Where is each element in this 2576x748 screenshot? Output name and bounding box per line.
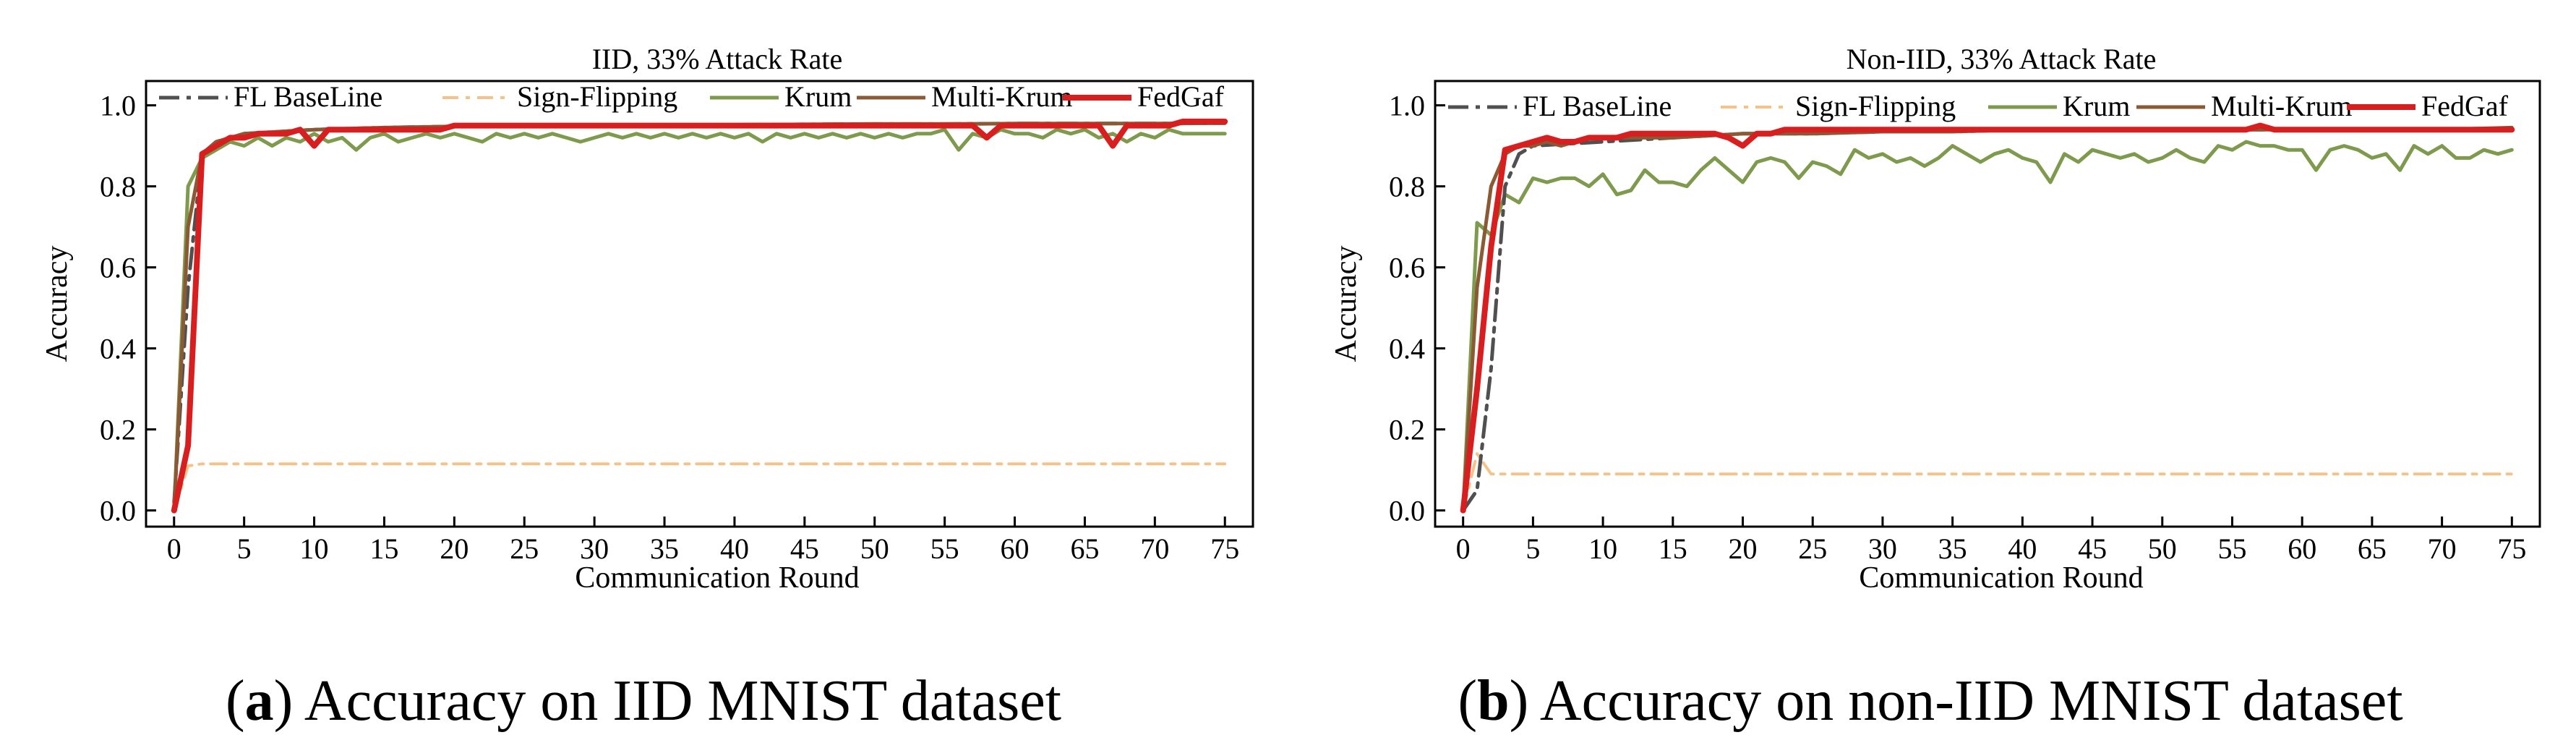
- x-tick-label-a: 0: [167, 532, 181, 565]
- y-tick-label-a: 0.4: [100, 333, 136, 365]
- series-line-sign-flipping-a: [172, 462, 1227, 512]
- x-tick-label-b: 10: [1588, 532, 1617, 565]
- caption-b-letter: b: [1477, 669, 1510, 733]
- series-line-multi-krum-b: [1461, 125, 2514, 513]
- chart-panel-b: Non-IID, 33% Attack Rate 0 5 10 15 20 25 30 35 4…: [1330, 43, 2541, 595]
- series-line-fedgaf-b: [1460, 122, 2515, 514]
- x-tick-label-a: 40: [720, 532, 749, 565]
- x-tick-label-a: 65: [1070, 532, 1099, 565]
- series-line-fedgaf-a: [171, 119, 1228, 514]
- y-tick-label-a: 0.2: [100, 414, 136, 446]
- y-tick-label-a: 1.0: [100, 90, 136, 122]
- y-tick-label-b: 0.4: [1389, 333, 1425, 365]
- series-line-baseline-a: [172, 121, 1227, 504]
- x-tick-label-b: 20: [1729, 532, 1758, 565]
- legend-label-multi-krum-a: Multi-Krum: [931, 80, 1073, 113]
- x-tick-label-a: 75: [1210, 532, 1239, 565]
- x-tick-label-a: 60: [1001, 532, 1030, 565]
- caption-a-text: Accuracy on IID MNIST dataset: [304, 669, 1061, 733]
- legend-a: FL BaseLine Sign-Flipping Krum Multi-Krum Fe…: [159, 80, 1225, 113]
- series-line-krum-a: [172, 127, 1227, 513]
- caption-a-letter: a: [245, 669, 274, 733]
- x-tick-label-b: 5: [1526, 532, 1540, 565]
- x-tick-label-b: 25: [1798, 532, 1827, 565]
- chart-title-b: Non-IID, 33% Attack Rate: [1847, 43, 2157, 75]
- x-tick-label-b: 30: [1868, 532, 1897, 565]
- x-tick-label-a: 30: [580, 532, 609, 565]
- x-axis-label-b: Communication Round: [1859, 561, 2143, 595]
- x-tick-label-b: 70: [2428, 532, 2457, 565]
- y-tick-label-b: 0.2: [1389, 414, 1425, 446]
- y-axis-label-a: Accuracy: [40, 246, 74, 362]
- x-tick-label-b: 60: [2288, 532, 2316, 565]
- x-tick-label-a: 45: [790, 532, 819, 565]
- series-line-sign-flipping-b: [1461, 452, 2514, 512]
- x-tick-label-b: 35: [1938, 532, 1967, 565]
- series-line-multi-krum-a: [172, 121, 1227, 513]
- y-tick-label-a: 0.6: [100, 252, 136, 284]
- y-tick-label-b: 1.0: [1389, 90, 1425, 122]
- legend-label-krum-a: Krum: [784, 80, 852, 113]
- x-tick-label-a: 5: [237, 532, 252, 565]
- x-tick-label-b: 45: [2078, 532, 2107, 565]
- x-tick-label-b: 15: [1659, 532, 1687, 565]
- legend-label-baseline-a: FL BaseLine: [234, 80, 382, 113]
- x-tick-label-a: 50: [860, 532, 889, 565]
- caption-b: (b) Accuracy on non-IID MNIST dataset: [1458, 669, 2402, 733]
- x-tick-label-b: 75: [2497, 532, 2526, 565]
- y-tick-label-b: 0.0: [1389, 495, 1425, 527]
- x-tick-label-b: 65: [2358, 532, 2387, 565]
- plot-frame-b: [1434, 80, 2541, 528]
- caption-a: (a) Accuracy on IID MNIST dataset: [226, 669, 1061, 733]
- y-tick-label-a: 0.8: [100, 171, 136, 203]
- caption-b-text: Accuracy on non-IID MNIST dataset: [1540, 669, 2403, 733]
- legend-label-fedgaf-a: FedGaf: [1137, 80, 1225, 113]
- y-tick-label-a: 0.0: [100, 495, 136, 527]
- x-tick-label-b: 50: [2148, 532, 2177, 565]
- chart-panel-a: IID, 33% Attack Rate 0 5 10 15 20 25 30 35 40 45 5…: [40, 43, 1254, 595]
- x-tick-label-a: 20: [440, 532, 468, 565]
- y-tick-label-b: 0.8: [1389, 171, 1425, 203]
- x-tick-label-b: 40: [2008, 532, 2037, 565]
- chart-title-a: IID, 33% Attack Rate: [592, 43, 843, 75]
- x-tick-label-b: 0: [1456, 532, 1471, 565]
- x-tick-label-a: 70: [1140, 532, 1169, 565]
- series-line-krum-b: [1461, 140, 2514, 513]
- legend-label-krum-b: Krum: [2063, 90, 2130, 122]
- y-tick-label-b: 0.6: [1389, 252, 1425, 284]
- legend-label-baseline-b: FL BaseLine: [1523, 90, 1672, 122]
- x-tick-label-a: 25: [510, 532, 539, 565]
- plot-frame-a: [145, 80, 1254, 528]
- x-tick-label-a: 15: [369, 532, 398, 565]
- legend-label-sign-flipping-b: Sign-Flipping: [1795, 90, 1956, 122]
- x-axis-label-a: Communication Round: [575, 561, 859, 595]
- legend-label-sign-flipping-a: Sign-Flipping: [517, 80, 677, 113]
- legend-label-multi-krum-b: Multi-Krum: [2211, 90, 2353, 122]
- y-axis-label-b: Accuracy: [1330, 246, 1363, 362]
- legend-label-fedgaf-b: FedGaf: [2421, 90, 2509, 122]
- legend-b: FL BaseLine Sign-Flipping Krum Multi-Krum Fe…: [1448, 90, 2509, 122]
- x-tick-label-b: 55: [2217, 532, 2246, 565]
- series-line-baseline-b: [1461, 127, 2514, 513]
- x-tick-label-a: 10: [300, 532, 329, 565]
- x-tick-label-a: 35: [650, 532, 679, 565]
- x-tick-label-a: 55: [930, 532, 959, 565]
